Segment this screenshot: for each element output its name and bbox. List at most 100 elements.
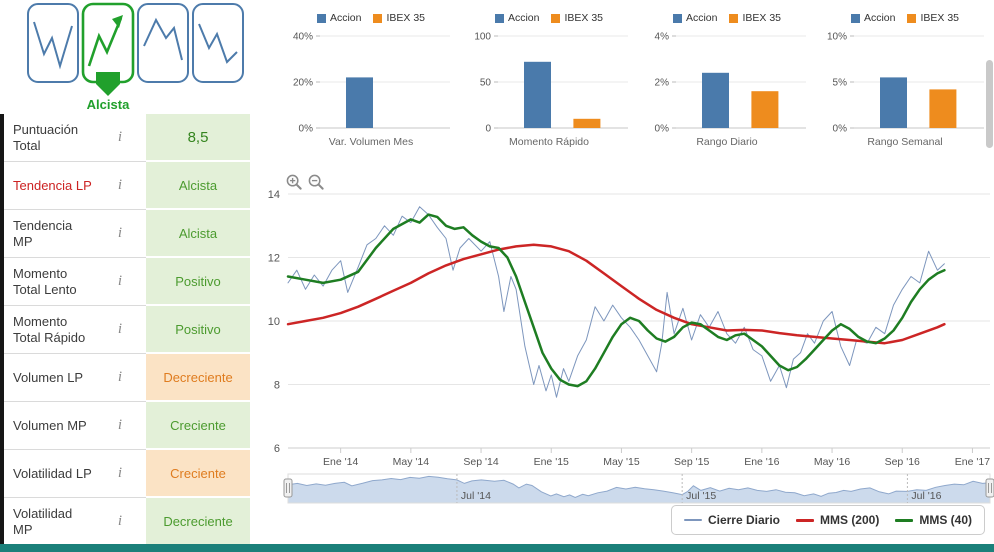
minichart-title: Rango Semanal: [867, 136, 943, 148]
comparison-bar-charts: Accion IBEX 35 0% 20% 40% Var. Volumen Mes …: [250, 0, 994, 158]
accion-bar: [524, 61, 551, 128]
trend-pattern-icon: Alcista: [27, 2, 244, 112]
bottom-accent-bar: [0, 544, 994, 552]
legend-item-accion[interactable]: Accion: [316, 12, 361, 24]
zoom-in-icon: [286, 174, 302, 190]
pattern-tile-2-line: [87, 17, 123, 67]
info-icon[interactable]: i: [117, 513, 123, 529]
minichart-momento-rapido: Accion IBEX 35 0 50 100 Momento Rápido: [464, 0, 634, 158]
pattern-tile-1-line: [33, 21, 73, 70]
legend-item-accion[interactable]: Accion: [494, 12, 540, 24]
handle-grip[interactable]: [283, 478, 293, 498]
indicator-row-volatilidad-lp: Volatilidad LP i Creciente: [0, 450, 250, 498]
navigator[interactable]: Jul '14 Jul '15 Jul '16: [250, 473, 994, 505]
legend-item-accion[interactable]: Accion: [672, 12, 718, 24]
indicator-label: Tendencia LP: [13, 177, 92, 193]
legend-swatch: [551, 13, 561, 23]
y-tick-label: 4%: [655, 32, 670, 43]
zoom-out-button[interactable]: [308, 174, 325, 191]
legend-item-ibex-35[interactable]: IBEX 35: [373, 12, 425, 24]
y-tick-label: 0%: [655, 124, 670, 135]
ibex-bar: [751, 91, 779, 128]
info-icon[interactable]: i: [117, 129, 123, 145]
minichart-legend: Accion IBEX 35: [464, 10, 634, 26]
minichart-var-volumen-mes: Accion IBEX 35 0% 20% 40% Var. Volumen Mes: [286, 0, 456, 158]
indicator-label: Tendencia MP: [13, 217, 73, 249]
legend-item-ibex-35[interactable]: IBEX 35: [551, 12, 603, 24]
indicator-value: Decreciente: [146, 354, 250, 402]
legend-label: Accion: [507, 12, 540, 24]
navigator-left-handle[interactable]: [283, 478, 293, 498]
legend-item-accion[interactable]: Accion: [850, 12, 896, 24]
info-icon[interactable]: i: [117, 465, 123, 481]
trend-pattern-widget: Alcista: [0, 2, 250, 114]
legend-label: Accion: [863, 12, 896, 24]
minichart-rango-diario: Accion IBEX 35 0% 2% 4% Rango Diario: [642, 0, 812, 158]
navigator-label: Jul '15: [686, 490, 716, 502]
series-cierre-diario: [287, 206, 945, 398]
chart-legend: Cierre Diario MMS (200) MMS (40): [670, 505, 985, 535]
legend-item-ibex-35[interactable]: IBEX 35: [729, 12, 781, 24]
x-tick-label: Ene '17: [955, 456, 990, 468]
info-icon[interactable]: i: [117, 225, 123, 241]
x-tick-label: Sep '15: [674, 456, 709, 468]
zoom-in-button[interactable]: [286, 174, 303, 191]
y-tick-label: 10%: [827, 32, 847, 43]
indicator-label-cell: Tendencia LP i: [4, 162, 146, 210]
info-icon[interactable]: i: [117, 369, 123, 385]
legend-swatch: [729, 13, 739, 23]
info-icon[interactable]: i: [117, 177, 123, 193]
navigator-label: Jul '16: [911, 490, 941, 502]
legend-item-ibex-35[interactable]: IBEX 35: [907, 12, 959, 24]
info-icon[interactable]: i: [117, 321, 123, 337]
legend-label: IBEX 35: [564, 12, 604, 24]
minichart-title: Var. Volumen Mes: [328, 136, 414, 148]
ibex-bar: [929, 89, 957, 128]
y-tick-label: 8: [274, 380, 280, 392]
minichart-legend: Accion IBEX 35: [820, 10, 990, 26]
minichart-legend: Accion IBEX 35: [642, 10, 812, 26]
legend-label: MMS (200): [819, 513, 880, 527]
minichart-rango-semanal: Accion IBEX 35 0% 5% 10% Rango Semanal: [820, 0, 990, 158]
legend-item-cierre-diario[interactable]: Cierre Diario: [683, 513, 780, 527]
pattern-label: Alcista: [87, 97, 130, 112]
series-mms-40: [286, 213, 946, 388]
legend-label: Accion: [685, 12, 718, 24]
x-tick-label: May '15: [603, 456, 640, 468]
legend-line-sample: [795, 518, 814, 522]
legend-line-sample: [683, 519, 702, 521]
series-mms-200: [286, 243, 946, 345]
indicator-row-tendencia-lp: Tendencia LP i Alcista: [0, 162, 250, 210]
info-icon[interactable]: i: [117, 417, 123, 433]
indicator-row-tendencia-mp: Tendencia MP i Alcista: [0, 210, 250, 258]
navigator-right-handle[interactable]: [985, 478, 994, 498]
y-tick-label: 5%: [833, 78, 848, 89]
accion-bar: [702, 72, 729, 128]
legend-line-sample: [895, 518, 914, 522]
legend-item-mms-200[interactable]: MMS (200): [795, 513, 880, 527]
vertical-scrollbar-thumb[interactable]: [986, 60, 993, 148]
indicator-label-cell: Volumen MP i: [4, 402, 146, 450]
legend-item-mms-40[interactable]: MMS (40): [895, 513, 972, 527]
price-chart[interactable]: 6 8 10 12 14 Ene '14 May '14 Sep '14 Ene '15 May …: [250, 160, 994, 470]
y-tick-label: 0%: [833, 124, 848, 135]
minichart-title: Momento Rápido: [509, 136, 589, 148]
y-tick-label: 10: [268, 316, 280, 328]
x-tick-label: Ene '15: [534, 456, 569, 468]
handle-grip[interactable]: [985, 478, 994, 498]
indicator-row-puntuaci-n-total: Puntuación Total i 8,5: [0, 114, 250, 162]
bar-chart: 0% 20% 40%: [293, 32, 450, 135]
y-tick-label: 6: [274, 443, 280, 455]
y-tick-label: 0%: [299, 124, 314, 135]
x-tick-label: May '14: [393, 456, 430, 468]
legend-swatch: [907, 13, 917, 23]
indicator-label: Momento Total Lento: [13, 265, 77, 297]
navigator-area: [288, 476, 990, 503]
minichart-legend: Accion IBEX 35: [286, 10, 456, 26]
indicator-value: Creciente: [146, 402, 250, 450]
selected-pattern-marker-icon: [96, 72, 120, 96]
info-icon[interactable]: i: [117, 273, 123, 289]
ibex-bar: [573, 118, 601, 128]
indicator-label-cell: Tendencia MP i: [4, 210, 146, 258]
